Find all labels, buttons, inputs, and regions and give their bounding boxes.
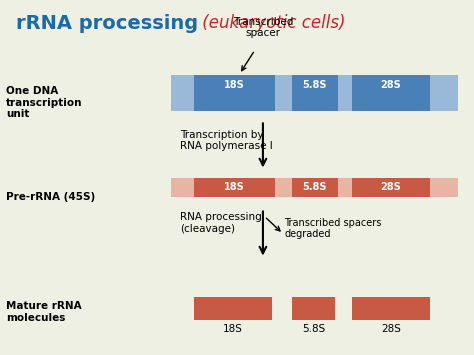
Text: 5.8S: 5.8S: [301, 324, 325, 334]
Text: (eukaryotic cells): (eukaryotic cells): [197, 14, 346, 32]
Text: Transcribed spacers
degraded: Transcribed spacers degraded: [284, 218, 382, 239]
Bar: [352, 75, 430, 95]
Bar: [352, 297, 430, 320]
Text: 28S: 28S: [381, 182, 401, 192]
Text: RNA processing
(cleavage): RNA processing (cleavage): [181, 213, 262, 234]
Text: 18S: 18S: [223, 324, 243, 334]
Text: One DNA
transcription
unit: One DNA transcription unit: [6, 86, 82, 119]
Text: 18S: 18S: [224, 80, 245, 90]
Text: 28S: 28S: [381, 324, 401, 334]
Bar: [292, 75, 338, 95]
Bar: [352, 91, 430, 110]
Bar: [194, 75, 274, 95]
Bar: [171, 91, 458, 110]
Text: rRNA processing: rRNA processing: [16, 14, 198, 33]
Bar: [352, 178, 430, 197]
Text: Pre-rRNA (45S): Pre-rRNA (45S): [6, 192, 95, 202]
Text: 28S: 28S: [381, 80, 401, 90]
Bar: [171, 178, 458, 197]
Bar: [292, 297, 335, 320]
Text: Mature rRNA
molecules: Mature rRNA molecules: [6, 301, 82, 323]
Bar: [194, 91, 274, 110]
Text: Transcription by
RNA polymerase I: Transcription by RNA polymerase I: [181, 130, 273, 151]
Bar: [194, 297, 272, 320]
Bar: [171, 75, 458, 95]
Text: Transcribed
spacer: Transcribed spacer: [233, 17, 293, 38]
Text: 5.8S: 5.8S: [302, 182, 327, 192]
Text: 5.8S: 5.8S: [302, 80, 327, 90]
Text: 18S: 18S: [224, 182, 245, 192]
Bar: [194, 178, 274, 197]
Bar: [292, 91, 338, 110]
Bar: [292, 178, 338, 197]
